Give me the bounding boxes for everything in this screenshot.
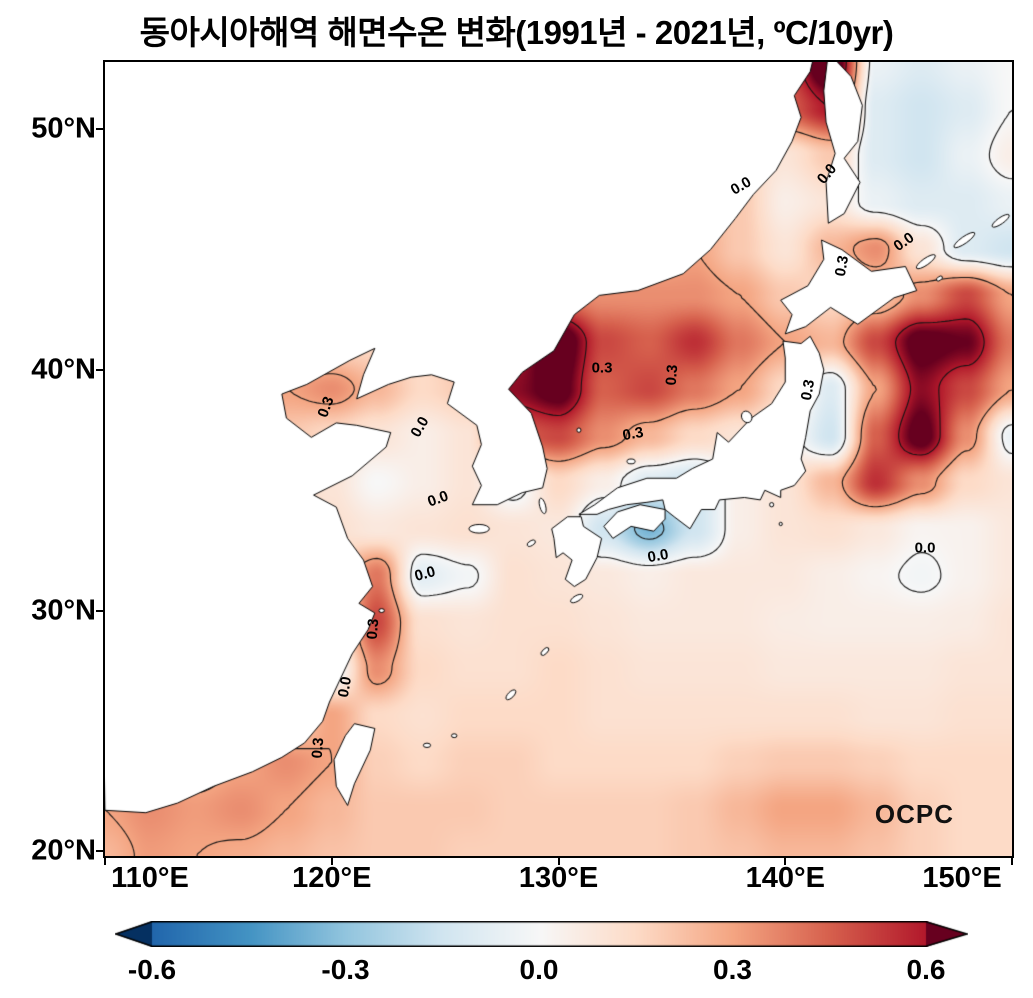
chart-title: 동아시아해역 해면수온 변화(1991년 - 2021년, ºC/10yr) — [139, 14, 894, 51]
watermark-ocpc: OCPC — [874, 799, 954, 829]
x-axis-tick — [104, 858, 106, 865]
y-axis-tick-label: 50°N — [31, 112, 96, 145]
x-axis-tick — [330, 858, 333, 865]
x-axis-tick — [784, 858, 787, 865]
x-axis-tick-label: 130°E — [518, 862, 599, 894]
colorbar-tick-label: 0.6 — [906, 954, 946, 985]
x-axis-tick-label: 140°E — [745, 862, 825, 894]
colorbar-canvas — [115, 921, 968, 947]
map-canvas — [105, 62, 1012, 856]
map-plot: OCPC 0.0 0.0 0.3 0.0 0.3 0.3 0.3 0.3 0.3 0.0 0.0 0.… — [103, 60, 1014, 858]
y-axis-tick — [96, 850, 103, 853]
x-axis-tick — [1011, 858, 1013, 865]
y-axis-tick-label: 30°N — [31, 594, 96, 627]
x-axis-tick-label: 150°E — [922, 862, 1002, 894]
y-axis-tick — [96, 609, 103, 612]
x-axis-tick — [557, 858, 560, 865]
x-axis-tick-label: 120°E — [292, 862, 372, 894]
y-axis-tick — [96, 128, 103, 131]
y-axis-tick-label: 20°N — [31, 834, 96, 867]
y-axis-tick — [96, 368, 103, 371]
colorbar-tick-label: 0.3 — [713, 954, 752, 985]
colorbar-tick-label: -0.3 — [321, 954, 370, 985]
colorbar-tick-label: -0.6 — [127, 954, 177, 985]
x-axis-tick-label: 110°E — [111, 862, 189, 894]
y-axis-tick-label: 40°N — [31, 353, 96, 386]
colorbar-tick-label: 0.0 — [519, 954, 559, 985]
